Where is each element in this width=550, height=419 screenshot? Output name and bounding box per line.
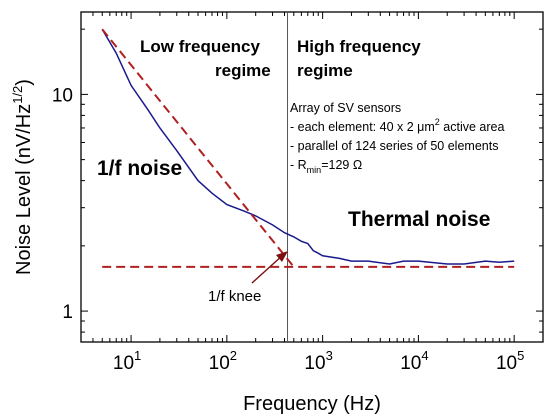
knee-arrow [251,251,288,284]
x-axis-title: Frequency (Hz) [243,393,381,415]
y-axis-title-tail: ) [13,79,35,86]
fit-line-1 [101,28,295,268]
low-regime-label-1: Low frequency [140,37,261,56]
x-tick-exp: 2 [230,348,237,363]
x-tick-label: 101 [113,348,141,374]
y-axis-title-main: Noise Level (nV/Hz [13,104,35,275]
sensor-line-1-sup: 2 [435,117,440,127]
x-tick-label: 105 [496,348,524,374]
sensor-line-3-pre: - R [290,158,307,172]
sensor-line-3-post: =129 Ω [321,158,362,172]
x-tick-exp: 4 [421,348,428,363]
x-tick-base: 10 [304,353,325,374]
x-tick-exp: 5 [517,348,524,363]
sensor-line-3-sub: min [307,165,322,175]
series-layer [101,28,515,268]
x-tick-base: 10 [496,353,517,374]
x-tick-labels: 101 102 103 104 105 [113,348,524,374]
x-tick-label: 102 [209,348,237,374]
y-axis-title: Noise Level (nV/Hz1/2) [10,79,35,275]
sensor-line-1-pre: - each element: 40 x 2 [290,120,417,134]
high-regime-label-1: High frequency [297,37,421,56]
sensor-line-3: - Rmin=129 Ω [290,158,362,175]
high-regime-label-2: regime [297,61,353,80]
x-tick-base: 10 [209,353,230,374]
sensor-title: Array of SV sensors [290,101,401,115]
sensor-line-2: - parallel of 124 series of 50 elements [290,139,498,153]
one-over-f-noise-label: 1/f noise [97,157,182,180]
y-tick-labels: 1 10 [52,85,73,323]
low-regime-label-2: regime [215,61,271,80]
x-tick-exp: 1 [134,348,141,363]
y-tick-label: 10 [52,85,73,106]
sensor-line-1-post: active area [440,120,505,134]
y-tick-label: 1 [62,302,73,323]
thermal-noise-label: Thermal noise [348,208,490,231]
sensor-line-1: - each element: 40 x 2 μm2 active area [290,117,504,134]
tick-marks [80,12,544,342]
x-tick-label: 104 [400,348,428,374]
noise-spectrum-line [101,28,515,265]
x-tick-base: 10 [400,353,421,374]
x-tick-exp: 3 [326,348,333,363]
knee-label: 1/f knee [208,288,261,305]
x-tick-label: 103 [304,348,332,374]
plot-frame [80,11,544,343]
y-axis-title-sup: 1/2 [10,86,25,104]
sensor-line-1-mu: μm [417,120,435,134]
x-tick-base: 10 [113,353,134,374]
